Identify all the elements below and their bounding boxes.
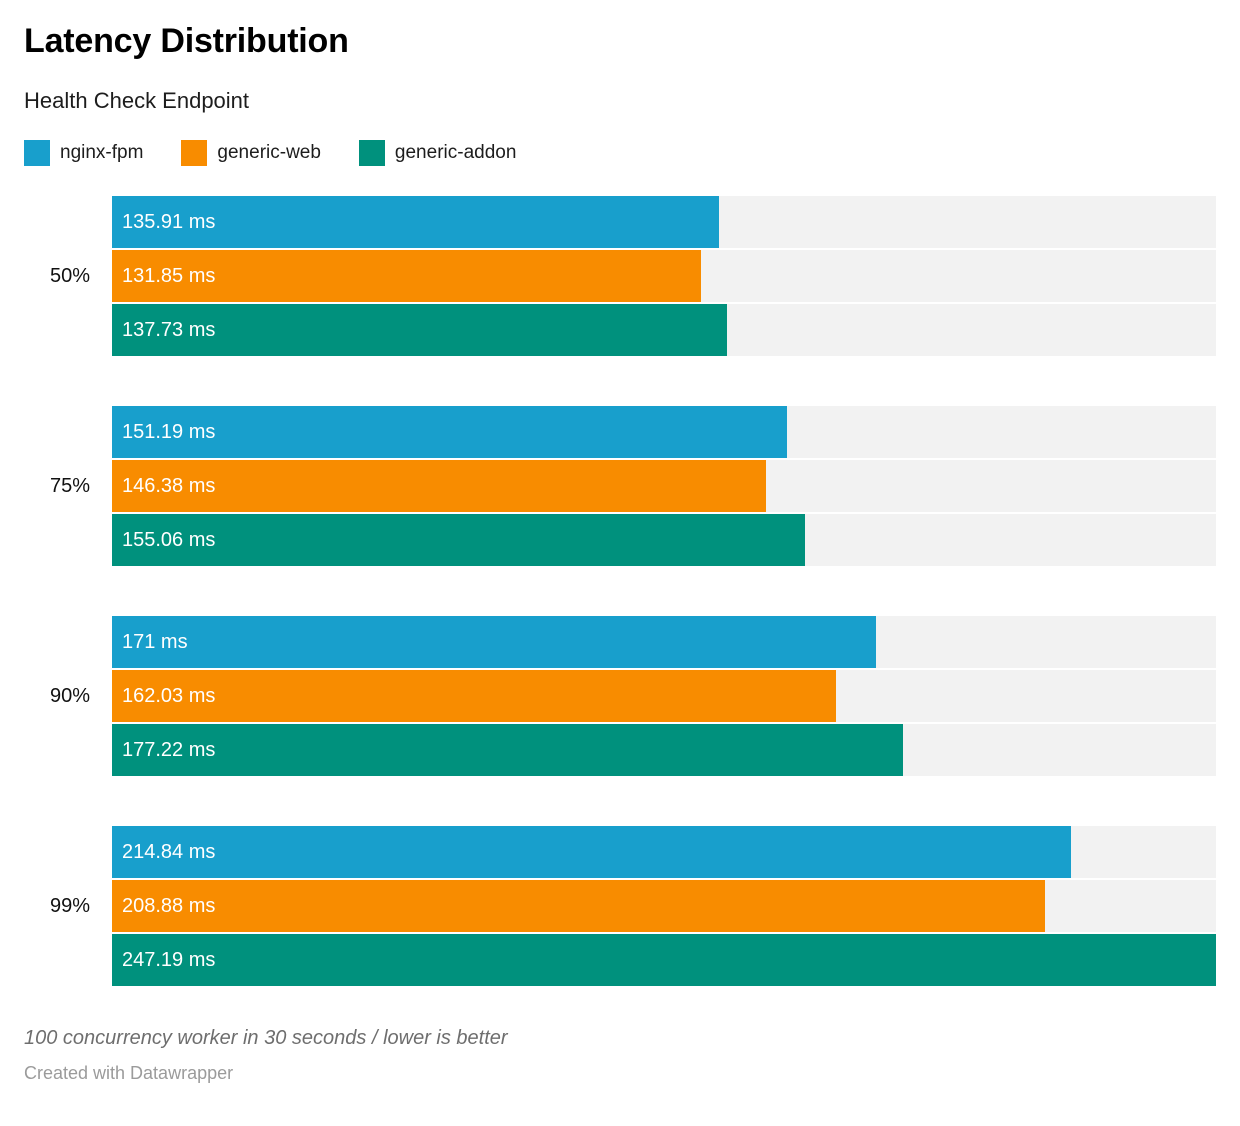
- page-title: Latency Distribution: [24, 22, 349, 60]
- bar-chart: 50% 135.91 ms 131.85 ms 137.73 ms 75% 151.19 …: [24, 196, 1216, 987]
- bar-value-label: 171 ms: [122, 631, 188, 654]
- bar-rows: 171 ms 162.03 ms 177.22 ms: [112, 616, 1216, 777]
- bar-track: 151.19 ms: [112, 406, 1216, 459]
- bar-value-label: 247.19 ms: [122, 949, 216, 972]
- legend-item-generic-web: generic-web: [181, 140, 321, 167]
- bar-nginx-fpm: 135.91 ms: [112, 196, 719, 249]
- bar-nginx-fpm: 214.84 ms: [112, 826, 1072, 879]
- bar-generic-web: 146.38 ms: [112, 460, 766, 513]
- bar-track: 155.06 ms: [112, 514, 1216, 567]
- legend-swatch: [24, 140, 50, 167]
- footer-note: 100 concurrency worker in 30 seconds / l…: [24, 1027, 508, 1050]
- bar-group: 99% 214.84 ms 208.88 ms 247.19 ms: [24, 826, 1216, 987]
- bar-value-label: 146.38 ms: [122, 475, 216, 498]
- bar-generic-addon: 137.73 ms: [112, 304, 728, 357]
- bar-track: 171 ms: [112, 616, 1216, 669]
- bar-rows: 151.19 ms 146.38 ms 155.06 ms: [112, 406, 1216, 567]
- category-label: 75%: [49, 474, 90, 497]
- category-label: 99%: [49, 894, 90, 917]
- bar-value-label: 131.85 ms: [122, 265, 216, 288]
- legend-swatch: [181, 140, 208, 167]
- bar-nginx-fpm: 151.19 ms: [112, 406, 788, 459]
- bar-track: 131.85 ms: [112, 250, 1216, 303]
- legend-item-nginx-fpm: nginx-fpm: [24, 140, 144, 167]
- bar-generic-web: 162.03 ms: [112, 670, 836, 723]
- bar-generic-addon: 155.06 ms: [112, 514, 805, 567]
- bar-value-label: 137.73 ms: [122, 319, 216, 342]
- category-label: 90%: [49, 684, 90, 707]
- bar-value-label: 208.88 ms: [122, 895, 216, 918]
- bar-value-label: 162.03 ms: [122, 685, 216, 708]
- chart-subtitle: Health Check Endpoint: [24, 88, 250, 114]
- legend-label: generic-addon: [394, 142, 517, 164]
- bar-track: 146.38 ms: [112, 460, 1216, 513]
- bar-track: 162.03 ms: [112, 670, 1216, 723]
- legend-swatch: [358, 140, 385, 167]
- bar-value-label: 177.22 ms: [122, 739, 216, 762]
- bar-track: 214.84 ms: [112, 826, 1216, 879]
- bar-generic-addon: 247.19 ms: [112, 934, 1216, 987]
- bar-track: 135.91 ms: [112, 196, 1216, 249]
- bar-track: 177.22 ms: [112, 724, 1216, 777]
- bar-value-label: 214.84 ms: [122, 841, 216, 864]
- bar-track: 208.88 ms: [112, 880, 1216, 933]
- category-label: 50%: [49, 264, 90, 287]
- bar-track: 137.73 ms: [112, 304, 1216, 357]
- bar-value-label: 135.91 ms: [122, 211, 216, 234]
- legend: nginx-fpm generic-web generic-addon: [24, 140, 1216, 167]
- legend-label: nginx-fpm: [60, 142, 144, 164]
- bar-group: 75% 151.19 ms 146.38 ms 155.06 ms: [24, 406, 1216, 567]
- bar-group: 50% 135.91 ms 131.85 ms 137.73 ms: [24, 196, 1216, 357]
- bar-generic-web: 208.88 ms: [112, 880, 1045, 933]
- bar-nginx-fpm: 171 ms: [112, 616, 876, 669]
- bar-value-label: 155.06 ms: [122, 529, 216, 552]
- bar-track: 247.19 ms: [112, 934, 1216, 987]
- bar-generic-addon: 177.22 ms: [112, 724, 904, 777]
- bar-rows: 214.84 ms 208.88 ms 247.19 ms: [112, 826, 1216, 987]
- chart-footer: 100 concurrency worker in 30 seconds / l…: [24, 1026, 1216, 1085]
- legend-item-generic-addon: generic-addon: [358, 140, 517, 167]
- datawrapper-credit: Created with Datawrapper: [24, 1063, 234, 1084]
- bar-rows: 135.91 ms 131.85 ms 137.73 ms: [112, 196, 1216, 357]
- legend-label: generic-web: [217, 142, 321, 164]
- bar-value-label: 151.19 ms: [122, 421, 216, 444]
- bar-generic-web: 131.85 ms: [112, 250, 701, 303]
- bar-group: 90% 171 ms 162.03 ms 177.22 ms: [24, 616, 1216, 777]
